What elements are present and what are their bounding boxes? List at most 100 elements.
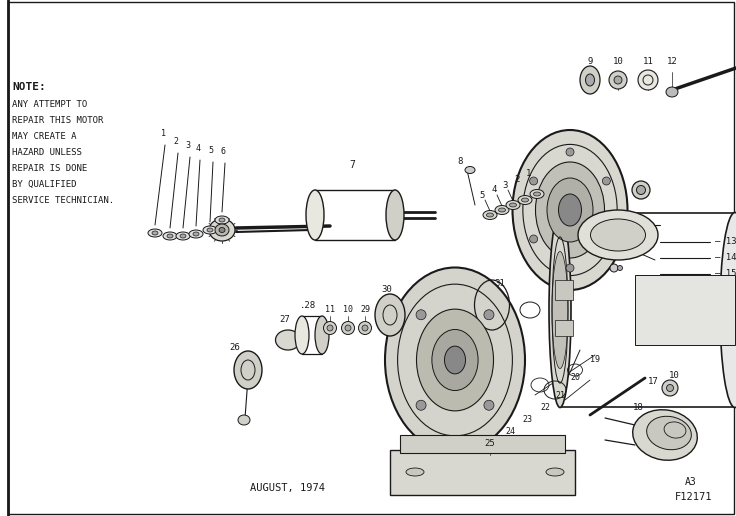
Ellipse shape xyxy=(215,224,229,236)
Text: 25: 25 xyxy=(484,440,495,448)
Ellipse shape xyxy=(193,232,199,236)
Ellipse shape xyxy=(534,192,540,196)
Ellipse shape xyxy=(662,380,678,396)
Ellipse shape xyxy=(618,266,623,270)
Bar xyxy=(400,435,565,453)
Text: 1: 1 xyxy=(526,169,531,179)
Text: 10: 10 xyxy=(668,372,679,380)
Bar xyxy=(390,450,575,495)
Ellipse shape xyxy=(362,325,368,331)
Text: 3: 3 xyxy=(185,141,191,150)
Text: 17: 17 xyxy=(648,378,659,386)
Ellipse shape xyxy=(417,309,494,411)
Text: 10: 10 xyxy=(612,57,623,67)
Ellipse shape xyxy=(465,167,475,173)
Text: 22: 22 xyxy=(540,404,550,412)
Ellipse shape xyxy=(315,316,329,354)
Ellipse shape xyxy=(566,148,574,156)
Ellipse shape xyxy=(609,71,627,89)
Ellipse shape xyxy=(163,232,177,240)
Text: F12171: F12171 xyxy=(675,492,712,502)
Text: 20: 20 xyxy=(570,374,580,382)
Text: 6: 6 xyxy=(221,147,225,156)
Ellipse shape xyxy=(238,415,250,425)
Ellipse shape xyxy=(610,264,618,272)
Bar xyxy=(635,275,735,345)
Ellipse shape xyxy=(207,228,213,232)
Ellipse shape xyxy=(416,400,426,410)
Ellipse shape xyxy=(559,194,581,226)
Ellipse shape xyxy=(578,210,658,260)
Ellipse shape xyxy=(614,76,622,84)
Text: — 13: — 13 xyxy=(715,237,736,247)
Ellipse shape xyxy=(666,87,678,97)
Ellipse shape xyxy=(530,177,537,185)
Ellipse shape xyxy=(295,316,309,354)
Text: 18: 18 xyxy=(633,404,643,412)
Ellipse shape xyxy=(432,330,478,391)
Text: ANY ATTEMPT TO: ANY ATTEMPT TO xyxy=(12,100,88,109)
Text: 4: 4 xyxy=(492,185,497,195)
Ellipse shape xyxy=(215,216,229,224)
Text: — 15: — 15 xyxy=(715,269,736,279)
Ellipse shape xyxy=(495,205,509,215)
Text: — 14: — 14 xyxy=(715,253,736,263)
Text: 3: 3 xyxy=(502,181,508,189)
Text: 24: 24 xyxy=(505,427,515,437)
Ellipse shape xyxy=(306,190,324,240)
Ellipse shape xyxy=(234,351,262,389)
Ellipse shape xyxy=(484,400,494,410)
Text: 11: 11 xyxy=(643,57,654,67)
Bar xyxy=(555,320,573,336)
Ellipse shape xyxy=(375,294,405,336)
Text: 27: 27 xyxy=(280,315,291,325)
Ellipse shape xyxy=(602,177,610,185)
Ellipse shape xyxy=(445,346,465,374)
Ellipse shape xyxy=(327,325,333,331)
Ellipse shape xyxy=(406,468,424,476)
Ellipse shape xyxy=(324,321,336,334)
Text: 7: 7 xyxy=(349,160,355,170)
Ellipse shape xyxy=(189,230,203,238)
Ellipse shape xyxy=(486,213,494,217)
Text: AUGUST, 1974: AUGUST, 1974 xyxy=(250,483,325,493)
Ellipse shape xyxy=(536,162,604,258)
Ellipse shape xyxy=(506,201,520,209)
Text: 8: 8 xyxy=(457,157,463,167)
Ellipse shape xyxy=(483,211,497,219)
Ellipse shape xyxy=(509,203,517,207)
Ellipse shape xyxy=(385,267,525,453)
Ellipse shape xyxy=(219,218,225,222)
Ellipse shape xyxy=(667,384,673,392)
Text: A3: A3 xyxy=(685,477,697,487)
Text: BY QUALIFIED: BY QUALIFIED xyxy=(12,180,77,189)
Ellipse shape xyxy=(633,410,697,460)
Ellipse shape xyxy=(358,321,372,334)
Text: 2: 2 xyxy=(174,137,179,146)
Text: 30: 30 xyxy=(382,285,392,295)
Ellipse shape xyxy=(547,178,593,242)
Ellipse shape xyxy=(167,234,173,238)
Ellipse shape xyxy=(176,232,190,240)
Ellipse shape xyxy=(549,213,571,408)
Text: 10: 10 xyxy=(343,305,353,314)
Text: 19: 19 xyxy=(590,356,600,364)
Text: 21: 21 xyxy=(555,391,565,399)
Ellipse shape xyxy=(530,235,537,243)
Ellipse shape xyxy=(512,130,628,290)
Text: REPAIR THIS MOTOR: REPAIR THIS MOTOR xyxy=(12,116,103,125)
Ellipse shape xyxy=(580,66,600,94)
Ellipse shape xyxy=(647,416,691,450)
Text: 4: 4 xyxy=(196,144,200,153)
Ellipse shape xyxy=(345,325,351,331)
Text: REPAIR IS DONE: REPAIR IS DONE xyxy=(12,164,88,173)
Ellipse shape xyxy=(546,468,564,476)
Text: 5: 5 xyxy=(208,146,213,155)
Bar xyxy=(555,280,573,300)
Text: 29: 29 xyxy=(360,305,370,314)
Ellipse shape xyxy=(209,219,235,241)
Ellipse shape xyxy=(632,181,650,199)
Text: .28: .28 xyxy=(300,301,316,311)
Ellipse shape xyxy=(203,226,217,234)
Text: 5: 5 xyxy=(479,190,485,200)
